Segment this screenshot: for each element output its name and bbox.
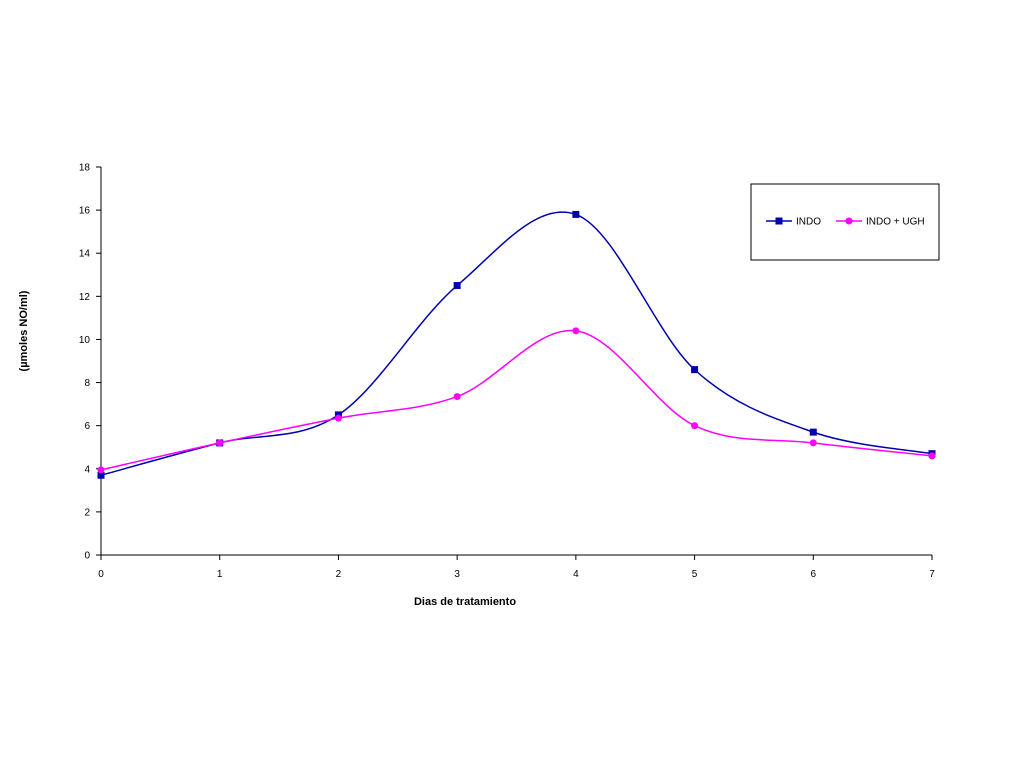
series-layer [97, 210, 936, 479]
y-axis-title: (µmoles NO/ml) [18, 290, 30, 371]
data-point [572, 210, 580, 218]
x-tick-label: 1 [217, 569, 223, 580]
x-tick-label: 5 [692, 569, 698, 580]
x-tick-label: 3 [454, 569, 460, 580]
y-tick-label: 2 [84, 507, 90, 518]
y-tick-label: 10 [79, 335, 91, 346]
data-point [928, 452, 936, 460]
data-point [334, 414, 342, 422]
data-point [809, 428, 817, 436]
y-tick-label: 4 [84, 464, 90, 475]
x-tick-label: 4 [573, 569, 579, 580]
data-point [216, 439, 224, 447]
legend-label: INDO + UGH [866, 217, 925, 228]
y-tick-label: 8 [84, 378, 90, 389]
data-point [572, 327, 580, 335]
legend-label: INDO [796, 217, 821, 228]
x-tick-label: 2 [336, 569, 342, 580]
legend: INDO INDO + UGH [750, 183, 940, 261]
y-tick-label: 6 [84, 421, 90, 432]
y-tick-label: 14 [79, 249, 91, 260]
x-tick-label: 0 [98, 569, 104, 580]
legend-swatch-marker [775, 217, 783, 225]
legend-swatch-marker [845, 217, 853, 225]
y-tick-label: 12 [79, 292, 91, 303]
data-point [97, 471, 105, 479]
data-point [691, 422, 699, 430]
series-2 [97, 327, 936, 474]
series-line [100, 329, 933, 471]
x-tick-label: 7 [929, 569, 935, 580]
x-axis-title: Dias de tratamiento [414, 596, 516, 608]
y-tick-label: 18 [79, 163, 91, 174]
data-point [809, 439, 817, 447]
data-point [97, 466, 105, 474]
y-tick-label: 0 [84, 551, 90, 562]
series-line [100, 211, 933, 476]
y-tick-label: 16 [79, 206, 91, 217]
x-tick-label: 6 [811, 569, 817, 580]
data-point [453, 282, 461, 290]
data-point [453, 393, 461, 401]
data-point [691, 366, 699, 374]
